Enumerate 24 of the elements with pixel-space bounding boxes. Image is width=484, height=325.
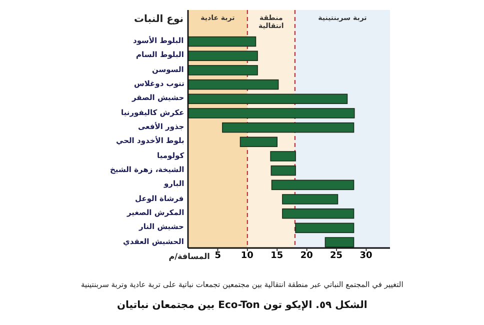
x-tick-label: 15 [270,251,284,262]
x-tick-label: 25 [330,251,343,262]
bar [188,36,256,47]
bar [222,122,354,133]
bar [270,165,296,176]
x-tick-label: 30 [360,251,372,262]
x-tick-label: 5 [214,251,221,262]
x-axis-title: المسافة/م [168,252,210,262]
bar [270,151,296,162]
x-tick-label: 10 [240,251,254,262]
y-axis-title: نوع النبات [134,14,184,26]
bar [324,237,354,248]
x-tick-label: 20 [300,251,313,262]
bar [295,222,354,234]
bar [188,65,258,76]
bar [282,208,354,219]
bar [282,194,338,204]
bar [271,180,354,190]
bar [188,94,348,104]
bar [188,108,355,118]
bar [240,136,278,148]
bar [188,50,258,62]
bar [188,79,279,90]
text: الشكل ٥٩. الإيكو تون Eco-Ton بين مجتمعان نباتيان [117,300,368,312]
